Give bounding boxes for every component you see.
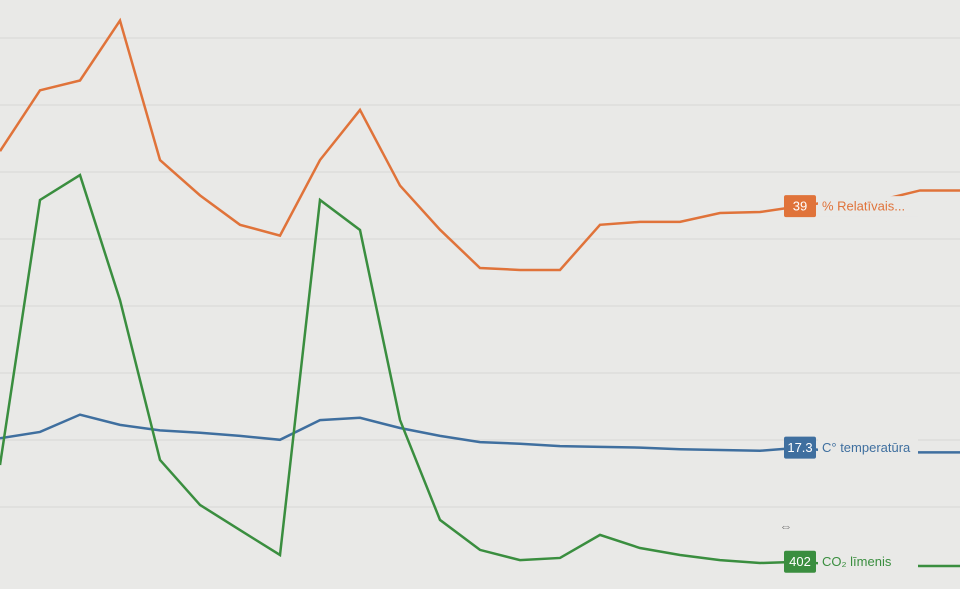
value-label: 39 (793, 199, 807, 214)
resize-icon[interactable]: ⇔ (780, 518, 793, 533)
background (0, 0, 960, 589)
page: ⇔ 39 % Relatīvais... 17.3 C° temperatūra 402… (0, 0, 960, 589)
series-label: C° temperatūra (822, 440, 911, 455)
value-label: 402 (789, 554, 811, 569)
value-label: 17.3 (787, 440, 812, 455)
series-label: % Relatīvais... (822, 199, 905, 214)
series-label: CO₂ līmenis (822, 554, 892, 569)
chart: ⇔ 39 % Relatīvais... 17.3 C° temperatūra 402… (0, 0, 960, 589)
